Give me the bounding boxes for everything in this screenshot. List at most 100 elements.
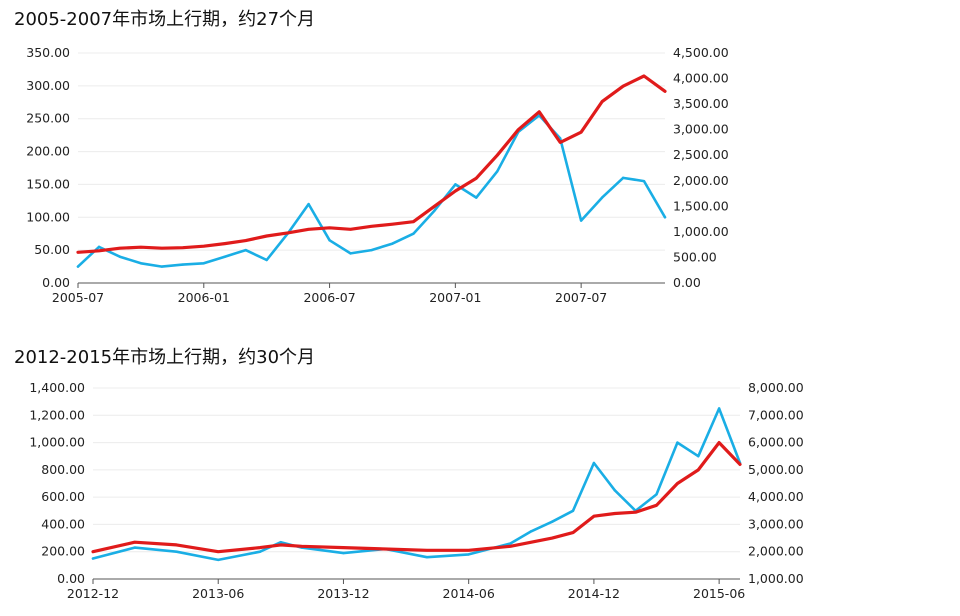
y-left-tick-label: 200.00: [26, 144, 70, 159]
data-point: [579, 131, 583, 134]
data-point: [642, 179, 646, 183]
data-point: [202, 245, 205, 248]
data-point: [160, 265, 164, 268]
data-point: [223, 255, 226, 258]
data-point: [139, 262, 143, 265]
data-point: [118, 247, 122, 250]
value-line-blue: [76, 114, 667, 268]
y-left-tick-label: 0.00: [57, 571, 85, 586]
data-point: [160, 247, 164, 250]
data-point: [328, 226, 331, 229]
data-point: [663, 90, 667, 93]
data-point: [613, 489, 616, 492]
data-point: [475, 196, 478, 199]
y-left-tick-label: 800.00: [41, 462, 85, 477]
data-point: [550, 520, 554, 523]
x-tick-label: 2014-12: [568, 586, 620, 601]
data-point: [530, 530, 533, 533]
line-chart: 0.00 50.00 100.00 150.00 200.00 250.00 300.00 3…: [26, 45, 729, 305]
x-tick-label: 2013-06: [192, 586, 244, 601]
data-point: [717, 407, 721, 410]
y-left-tick-label: 1,000.00: [29, 435, 85, 450]
data-point: [349, 228, 352, 231]
y-right-tick-label: 4,000.00: [673, 71, 729, 86]
data-point: [655, 493, 658, 496]
y-right-tick-label: 5,000.00: [748, 462, 804, 477]
data-point: [118, 255, 122, 258]
data-point: [76, 265, 80, 268]
data-point: [300, 545, 303, 548]
data-point: [349, 252, 352, 255]
y-right-tick-label: 6,000.00: [748, 435, 804, 450]
y-right-tick-label: 3,500.00: [673, 96, 729, 111]
data-point: [571, 509, 575, 512]
data-point: [217, 558, 220, 562]
x-tick-label: 2007-01: [429, 290, 481, 305]
x-tick-label: 2014-06: [443, 586, 495, 601]
data-point: [76, 251, 80, 254]
y-right-tick-label: 4,500.00: [673, 45, 729, 60]
data-point: [697, 455, 700, 458]
data-point: [133, 540, 136, 544]
y-left-tick-label: 100.00: [26, 209, 70, 224]
data-point: [328, 239, 331, 242]
y-right-tick-label: 2,000.00: [673, 173, 729, 188]
data-point: [530, 540, 533, 544]
data-point: [175, 550, 178, 553]
data-point: [676, 441, 679, 444]
data-point: [663, 216, 667, 219]
data-point: [91, 550, 95, 553]
data-point: [342, 546, 345, 549]
data-point: [509, 545, 512, 548]
data-point: [425, 549, 429, 552]
data-point: [475, 177, 478, 180]
data-point: [307, 228, 310, 231]
data-point: [279, 540, 283, 544]
data-point: [391, 242, 394, 245]
data-point: [244, 248, 247, 252]
data-point: [412, 220, 415, 223]
y-right-tick-label: 4,000.00: [748, 489, 804, 504]
data-point: [307, 202, 310, 206]
y-left-tick-label: 250.00: [26, 111, 70, 126]
data-point: [600, 196, 604, 199]
line-chart: 0.00 200.00 400.00 600.00 800.00 1,000.00 1,20…: [29, 380, 804, 601]
data-point: [181, 263, 185, 266]
x-tick-label: 2007-07: [555, 290, 607, 305]
value-line-blue: [91, 407, 742, 562]
data-point: [655, 504, 658, 507]
data-point: [175, 543, 178, 547]
data-point: [91, 557, 95, 560]
y-left-tick-label: 1,400.00: [29, 380, 85, 395]
data-point: [433, 209, 436, 212]
data-point: [717, 441, 721, 444]
x-tick-label: 2012-12: [67, 586, 119, 601]
x-tick-label: 2006-01: [178, 290, 230, 305]
data-point: [579, 219, 583, 222]
data-point: [258, 546, 262, 549]
data-point: [412, 232, 415, 235]
y-right-tick-label: 8,000.00: [748, 380, 804, 395]
data-point: [600, 100, 604, 103]
y-left-tick-label: 200.00: [41, 544, 85, 559]
x-tick-label: 2015-06: [693, 586, 745, 601]
data-point: [370, 248, 373, 252]
data-point: [223, 242, 226, 245]
data-point: [433, 205, 436, 208]
y-right-tick-label: 2,000.00: [748, 544, 804, 559]
data-point: [509, 542, 512, 545]
y-left-tick-label: 350.00: [26, 45, 70, 60]
data-point: [634, 510, 637, 514]
x-tick-label: 2005-07: [52, 290, 104, 305]
data-point: [391, 223, 394, 226]
data-point: [425, 555, 429, 559]
y-left-tick-label: 0.00: [42, 275, 70, 290]
data-point: [139, 246, 143, 249]
data-point: [181, 246, 185, 249]
data-point: [467, 553, 470, 556]
data-point: [621, 176, 625, 180]
y-right-tick-label: 1,000.00: [673, 224, 729, 239]
y-left-tick-label: 150.00: [26, 176, 70, 191]
y-right-tick-label: 1,000.00: [748, 571, 804, 586]
data-point: [383, 547, 387, 551]
